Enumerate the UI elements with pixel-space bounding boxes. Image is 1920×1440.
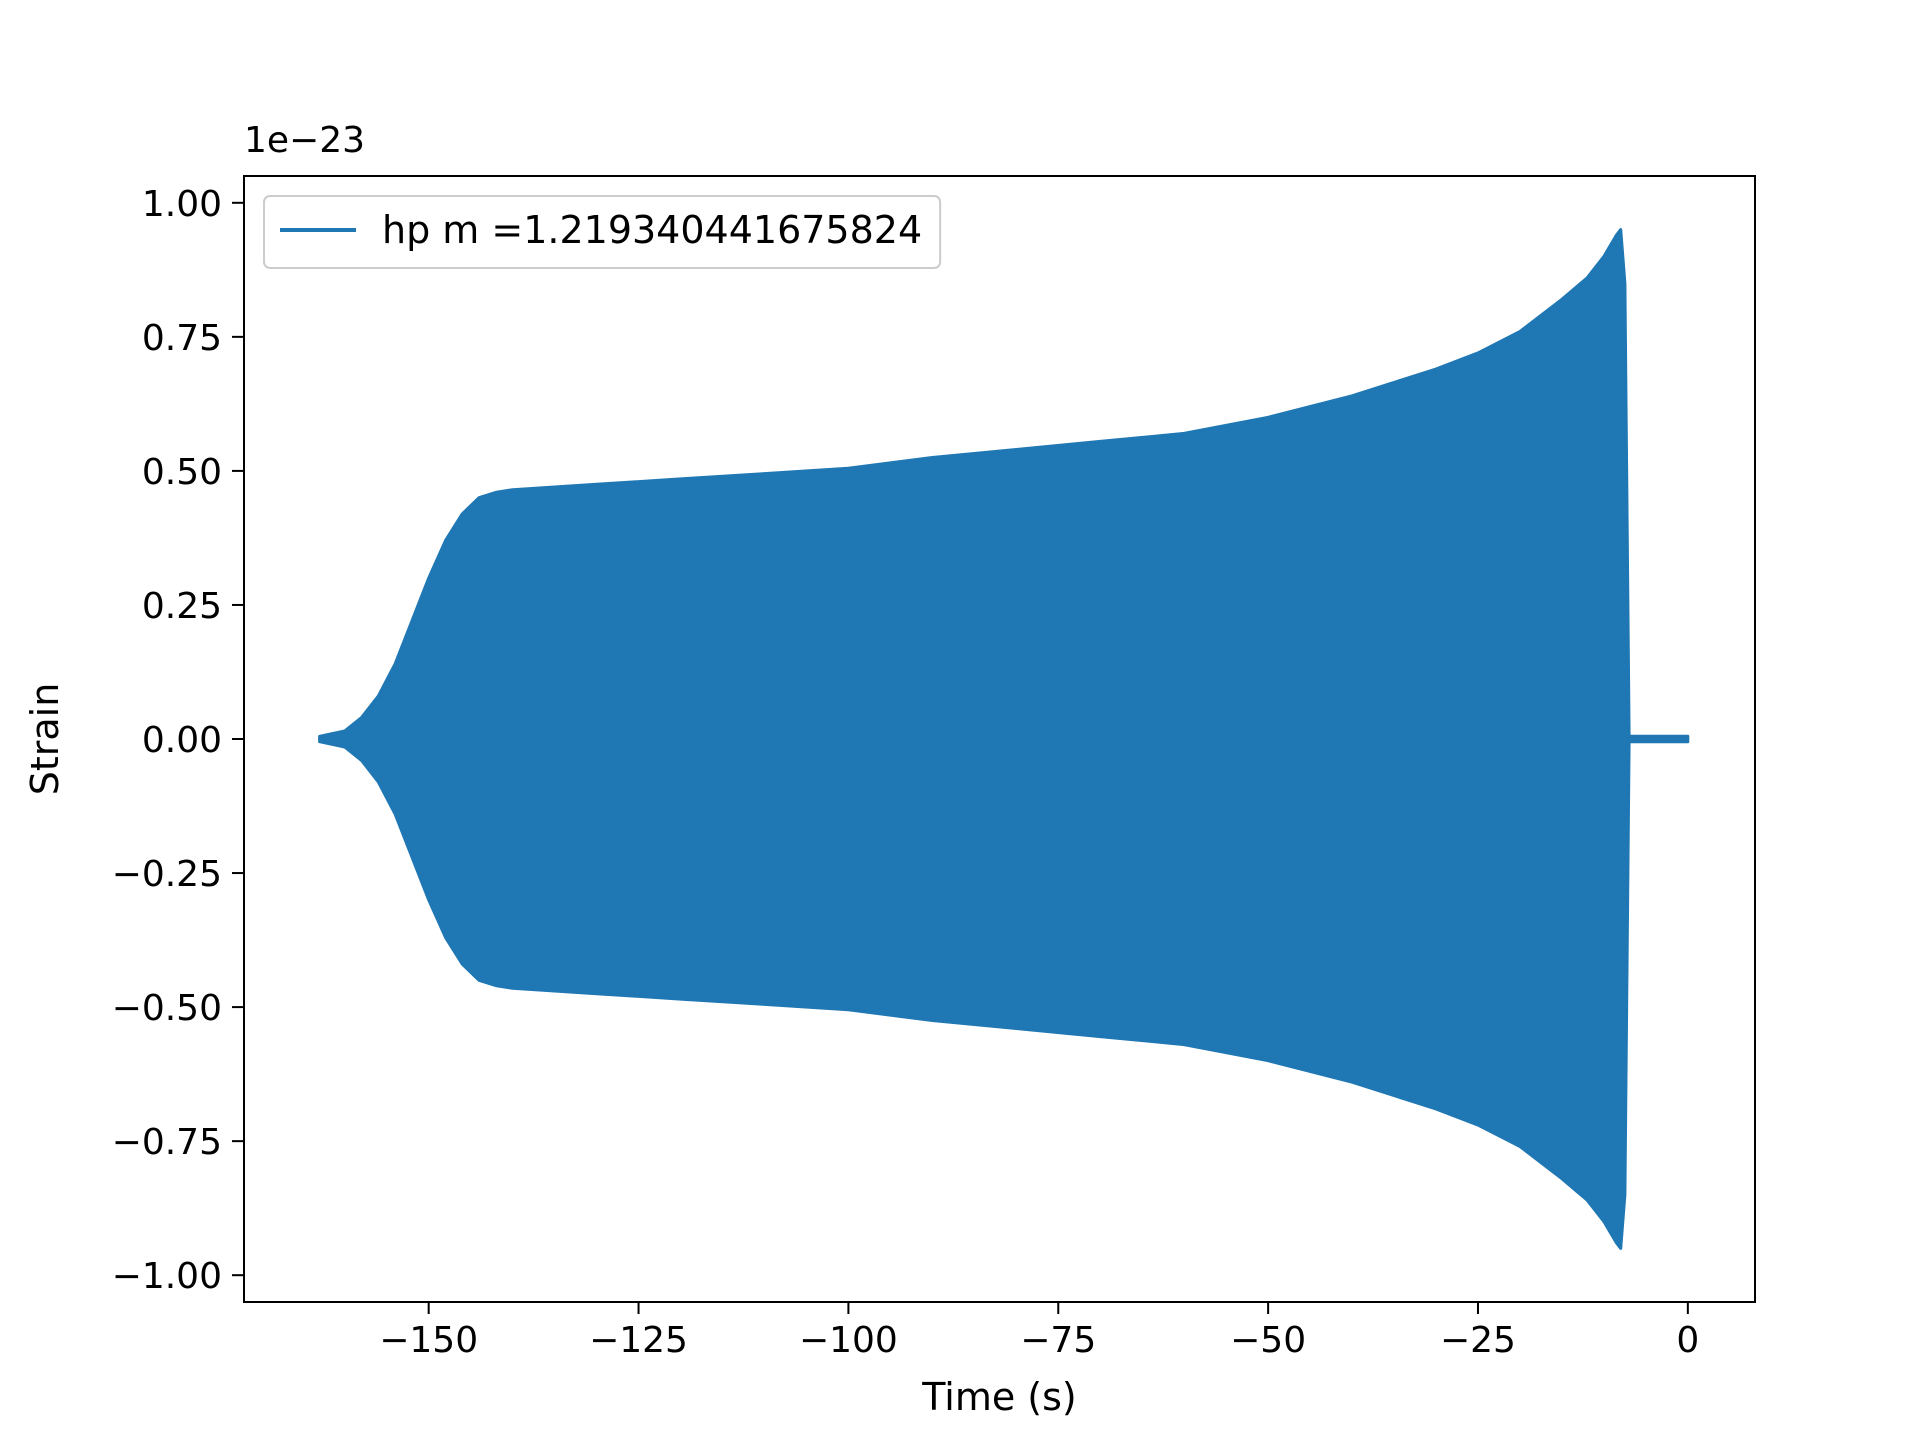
y-offset-text: 1e−23	[244, 120, 365, 161]
legend-entry: hp m =1.219340441675824	[382, 208, 922, 252]
series-area-0	[318, 228, 1690, 1250]
x-tick-label: −50	[1230, 1320, 1306, 1361]
x-tick-label: 0	[1676, 1320, 1699, 1361]
x-axis-label: Time (s)	[921, 1375, 1077, 1419]
x-axis: −150 −125 −100 −75 −50 −25 0	[379, 1302, 1699, 1361]
y-axis-label: Strain	[23, 683, 67, 796]
y-tick-label: 0.75	[142, 318, 222, 359]
y-tick-label: −0.75	[112, 1122, 222, 1163]
x-tick-label: −150	[379, 1320, 478, 1361]
x-tick-label: −100	[799, 1320, 898, 1361]
series-layer	[318, 228, 1690, 1250]
y-tick-label: 0.25	[142, 586, 222, 627]
legend-box	[263, 195, 942, 269]
y-tick-label: 1.00	[142, 184, 222, 225]
y-tick-label: −1.00	[112, 1256, 222, 1297]
x-tick-label: −25	[1440, 1320, 1516, 1361]
y-tick-label: −0.25	[112, 854, 222, 895]
x-tick-label: −125	[589, 1320, 688, 1361]
legend: hp m =1.219340441675824	[263, 195, 942, 269]
y-tick-label: 0.00	[142, 720, 222, 761]
y-tick-label: −0.50	[112, 988, 222, 1029]
y-axis: 1.00 0.75 0.50 0.25 0.00 −0.25 −0.50 −0.75 −1.00	[112, 184, 244, 1297]
x-tick-label: −75	[1020, 1320, 1096, 1361]
y-tick-label: 0.50	[142, 452, 222, 493]
